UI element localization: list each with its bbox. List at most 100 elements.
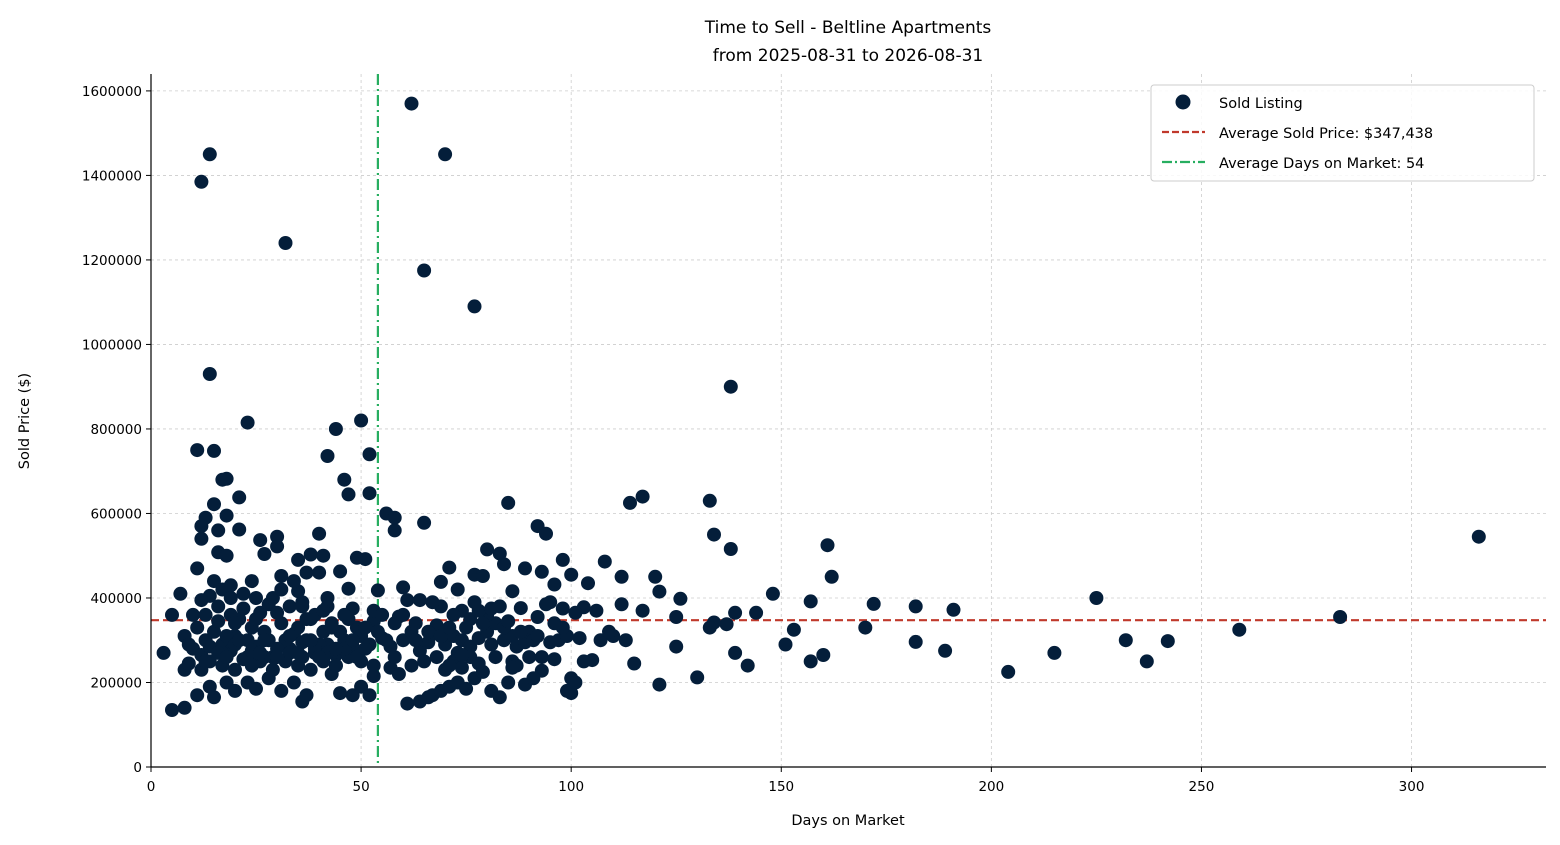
data-point bbox=[270, 650, 285, 665]
data-point bbox=[513, 624, 528, 639]
data-point bbox=[480, 542, 495, 557]
points bbox=[156, 96, 1486, 717]
data-point bbox=[253, 533, 268, 548]
data-point bbox=[425, 595, 440, 610]
data-point bbox=[274, 582, 289, 597]
chart-title: Time to Sell - Beltline Apartments bbox=[704, 18, 992, 38]
data-point bbox=[228, 683, 242, 698]
axes: 0 50 100 150 200 250 300 0 200000 400000 600000 800… bbox=[82, 74, 1546, 795]
data-point bbox=[497, 557, 511, 572]
data-point bbox=[475, 569, 490, 583]
data-point bbox=[190, 561, 205, 576]
data-point bbox=[257, 547, 272, 561]
data-point bbox=[442, 620, 457, 635]
data-point bbox=[190, 443, 205, 458]
data-point bbox=[341, 487, 356, 502]
data-point bbox=[534, 650, 549, 665]
x-tick-label: 250 bbox=[1189, 779, 1215, 795]
data-point bbox=[291, 645, 306, 660]
data-point bbox=[341, 581, 356, 596]
data-point bbox=[564, 567, 579, 582]
data-point bbox=[1232, 622, 1247, 637]
data-point bbox=[614, 569, 629, 584]
data-point bbox=[417, 515, 432, 530]
data-point bbox=[358, 620, 373, 635]
data-point bbox=[803, 654, 818, 669]
data-point bbox=[236, 601, 251, 616]
legend-marker-points bbox=[1175, 94, 1191, 110]
data-point bbox=[328, 658, 343, 673]
data-point bbox=[786, 622, 801, 637]
data-point bbox=[396, 580, 411, 595]
y-tick-label: 0 bbox=[133, 760, 142, 776]
data-point bbox=[186, 607, 200, 622]
data-point bbox=[547, 577, 562, 592]
data-point bbox=[249, 612, 263, 627]
data-point bbox=[938, 643, 953, 658]
data-point bbox=[219, 650, 234, 665]
data-point bbox=[278, 236, 293, 250]
data-point bbox=[908, 599, 923, 614]
data-point bbox=[274, 569, 289, 583]
data-point bbox=[366, 658, 381, 673]
data-point bbox=[484, 601, 499, 616]
data-point bbox=[320, 591, 335, 605]
x-tick-label: 200 bbox=[978, 779, 1004, 795]
data-point bbox=[194, 531, 209, 546]
data-point bbox=[249, 681, 263, 696]
data-point bbox=[635, 489, 650, 504]
data-point bbox=[190, 688, 205, 703]
data-point bbox=[249, 591, 263, 605]
data-point bbox=[370, 583, 385, 598]
data-point bbox=[165, 703, 179, 717]
data-point bbox=[778, 637, 793, 652]
data-point bbox=[391, 667, 406, 681]
data-point bbox=[454, 648, 469, 662]
legend-entry-avg-days: Average Days on Market: 54 bbox=[1219, 156, 1424, 172]
data-point bbox=[181, 656, 196, 671]
data-point bbox=[408, 633, 423, 648]
data-point bbox=[652, 677, 667, 692]
data-point bbox=[211, 523, 226, 538]
data-point bbox=[669, 639, 684, 654]
data-point bbox=[816, 648, 831, 662]
x-tick-label: 100 bbox=[558, 779, 584, 795]
data-point bbox=[412, 593, 427, 608]
data-point bbox=[429, 650, 444, 665]
data-point bbox=[442, 560, 457, 575]
y-tick-label: 200000 bbox=[90, 675, 142, 691]
data-point bbox=[400, 593, 415, 608]
data-point bbox=[211, 599, 226, 614]
data-point bbox=[295, 599, 310, 614]
data-point bbox=[858, 620, 873, 635]
data-point bbox=[173, 586, 188, 601]
data-point bbox=[215, 582, 230, 597]
data-point bbox=[387, 523, 402, 538]
data-point bbox=[328, 422, 343, 436]
data-point bbox=[484, 637, 499, 652]
data-point bbox=[501, 675, 516, 690]
data-point bbox=[446, 607, 461, 622]
data-point bbox=[471, 656, 486, 671]
data-point bbox=[740, 658, 755, 673]
data-point bbox=[312, 565, 327, 580]
data-point bbox=[265, 591, 280, 605]
data-point bbox=[400, 696, 415, 711]
data-point bbox=[568, 675, 583, 690]
data-point bbox=[417, 654, 432, 669]
data-point bbox=[467, 299, 482, 314]
data-point bbox=[379, 633, 394, 648]
data-point bbox=[438, 147, 453, 162]
data-point bbox=[635, 603, 650, 618]
data-point bbox=[501, 495, 516, 510]
data-point bbox=[303, 662, 318, 677]
data-point bbox=[211, 614, 226, 629]
data-point bbox=[526, 671, 541, 686]
data-point bbox=[459, 681, 474, 696]
data-point bbox=[568, 605, 583, 620]
data-point bbox=[299, 612, 314, 627]
legend-frame bbox=[1150, 84, 1535, 182]
data-point bbox=[198, 607, 213, 622]
data-point bbox=[270, 539, 285, 554]
data-point bbox=[202, 367, 217, 381]
